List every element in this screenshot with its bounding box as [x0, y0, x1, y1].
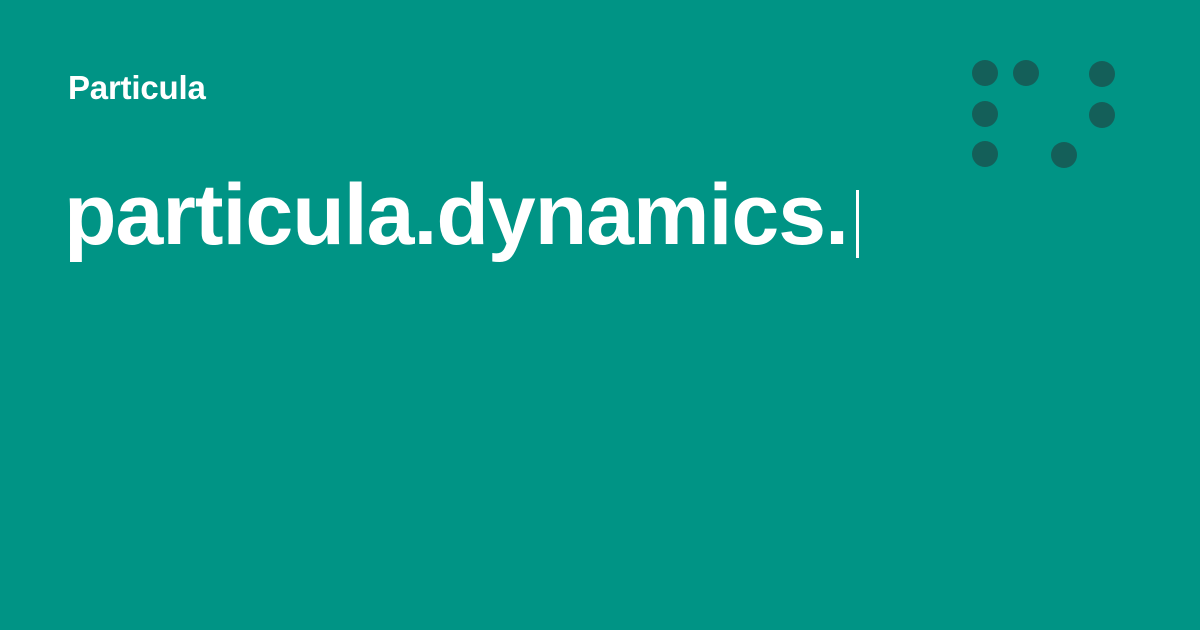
site-name: Particula — [68, 69, 206, 106]
logo-dot — [972, 141, 998, 167]
logo-dot — [1013, 60, 1039, 86]
dot-grid-logo-icon — [972, 60, 1115, 168]
page-title-container: particula.dynamics. — [64, 160, 859, 270]
logo-dot — [1051, 142, 1077, 168]
text-cursor-icon — [855, 190, 859, 258]
logo-dot — [972, 60, 998, 86]
logo-dot — [1089, 61, 1115, 87]
logo-dot — [972, 101, 998, 127]
page-title: particula.dynamics. — [64, 167, 849, 263]
logo-dot — [1089, 102, 1115, 128]
